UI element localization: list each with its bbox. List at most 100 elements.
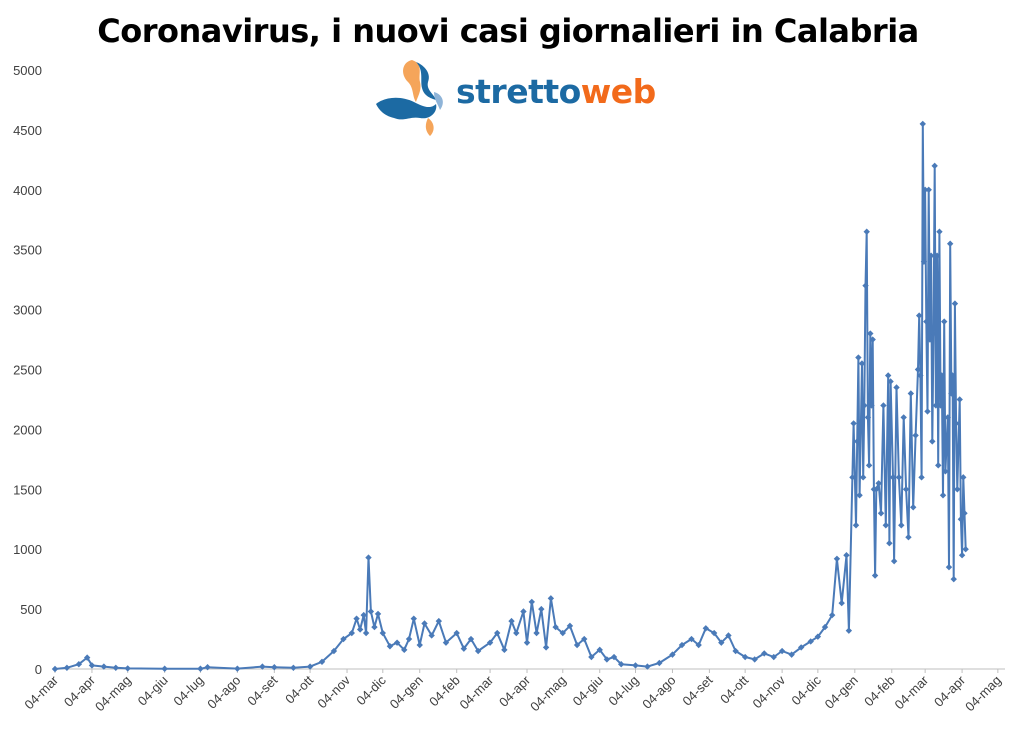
data-point [161,665,168,672]
data-point [843,551,850,559]
data-point [958,551,966,559]
data-point [951,300,959,307]
data-point [271,664,278,671]
data-point [770,653,777,661]
data-point [75,661,83,668]
data-point [379,629,386,637]
data-point [788,651,795,658]
data-point [852,522,860,529]
data-point [912,432,919,439]
x-axis-tick-marks [54,669,999,673]
data-point [538,605,545,613]
y-tick-label: 5000 [13,63,42,78]
data-point [732,647,739,655]
x-tick-label: 04-mag [527,673,569,715]
data-point [386,643,394,650]
data-point [859,474,867,481]
data-point [853,438,861,445]
data-point [920,258,928,265]
data-point [360,611,367,619]
data-point [435,617,443,625]
data-point [617,661,625,668]
y-tick-label: 4500 [13,123,42,138]
data-point [678,641,686,649]
data-point [886,540,893,547]
data-point [838,599,845,607]
data-point [893,384,900,391]
x-tick-label: 04-ott [717,672,751,706]
data-point [428,632,435,639]
y-tick-label: 3000 [13,303,42,318]
series-markers [51,120,969,673]
data-point [365,554,372,561]
data-point [807,638,814,645]
data-point [520,608,527,615]
data-point [865,462,873,469]
data-point [442,639,450,646]
data-point [933,252,941,259]
data-point [644,663,651,670]
data-point [547,595,555,602]
data-point [362,629,370,637]
data-point [421,620,428,627]
data-point [710,629,718,637]
data-point [939,492,947,499]
data-point [914,366,922,373]
data-point [946,240,954,247]
data-point [855,354,862,361]
data-point [112,664,119,672]
data-point [669,651,676,658]
x-tick-label: 04-set [679,672,715,708]
data-point [656,659,663,667]
x-tick-label: 04-mar [456,672,496,712]
data-point [688,635,695,643]
data-point [371,623,378,631]
data-point [367,608,375,615]
data-point [204,664,211,671]
data-point [340,635,347,643]
x-tick-label: 04-mar [21,672,61,712]
x-tick-label: 04-gen [822,673,861,712]
data-point [725,632,732,639]
data-point [632,662,639,669]
data-point [902,486,910,493]
data-point [942,468,949,475]
data-point [927,252,935,259]
data-point [948,390,955,397]
data-point [100,663,108,670]
data-point [523,639,531,646]
data-point [945,563,953,571]
data-point [508,617,515,625]
data-point [926,336,934,343]
data-point [695,641,702,649]
data-point [889,474,897,481]
data-point [917,372,924,379]
data-point [932,402,940,409]
logo-wordmark: strettoweb [456,72,656,111]
data-point [867,330,874,337]
data-point [259,663,266,670]
data-point [596,646,603,654]
logo-text-stretto: stretto [456,72,581,111]
y-tick-label: 4000 [13,183,42,198]
data-point [533,629,540,637]
logo-map-icon [376,60,443,136]
y-tick-label: 0 [35,662,42,677]
data-point [348,629,356,637]
data-point [925,186,932,193]
x-tick-label: 04-giu [570,673,606,709]
data-point [875,480,882,487]
data-point [880,402,887,409]
data-point [453,629,460,637]
data-point [887,378,894,385]
data-point [936,228,943,235]
y-axis-ticks: 0 500 1000 1500 2000 2500 3000 3500 4000 4500 5000 [13,63,42,677]
data-point [393,639,401,646]
data-point [919,120,926,128]
data-point [528,598,535,606]
data-point [921,186,929,193]
x-tick-label: 04-nov [750,672,789,711]
data-point [318,658,326,666]
data-point [905,534,912,541]
